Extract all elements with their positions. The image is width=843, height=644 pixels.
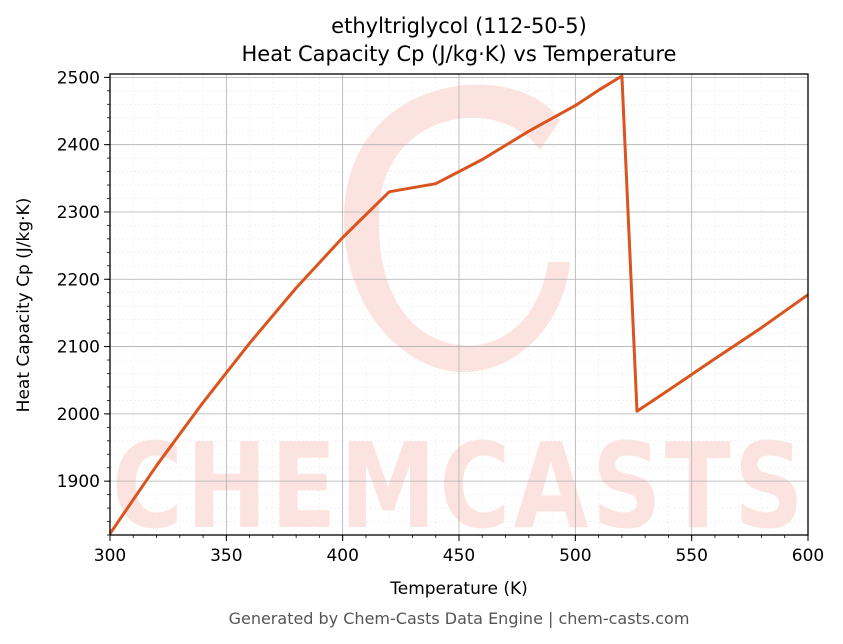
y-axis-label: Heat Capacity Cp (J/kg·K)	[14, 198, 34, 413]
ticks: 300 350 400 450 500 550 600 1900 2000 2100 2200 230…	[57, 68, 824, 566]
watermark-text: CHEMCASTS	[112, 417, 807, 555]
x-tick-label: 300	[94, 546, 126, 566]
x-tick-label: 450	[443, 546, 475, 566]
watermark: CHEMCASTS	[112, 84, 807, 555]
chart-title: ethyltriglycol (112-50-5)	[331, 14, 587, 38]
series-line	[108, 74, 809, 535]
y-tick-label: 2000	[57, 405, 100, 425]
footer-credit: Generated by Chem-Casts Data Engine | ch…	[229, 609, 690, 628]
y-tick-label: 2200	[57, 270, 100, 290]
x-tick-label: 550	[675, 546, 707, 566]
x-tick-label: 400	[326, 546, 358, 566]
x-tick-label: 500	[559, 546, 591, 566]
chart-subtitle: Heat Capacity Cp (J/kg·K) vs Temperature	[242, 42, 677, 66]
y-tick-label: 2400	[57, 136, 100, 156]
grid	[109, 74, 809, 536]
series-layer	[108, 74, 809, 535]
y-tick-label: 2500	[57, 68, 100, 88]
y-tick-label: 1900	[57, 472, 100, 492]
y-tick-label: 2100	[57, 338, 100, 358]
x-tick-label: 350	[210, 546, 242, 566]
x-tick-label: 600	[792, 546, 824, 566]
y-tick-label: 2300	[57, 203, 100, 223]
x-axis-label: Temperature (K)	[389, 579, 528, 599]
watermark-swirl	[343, 84, 570, 373]
